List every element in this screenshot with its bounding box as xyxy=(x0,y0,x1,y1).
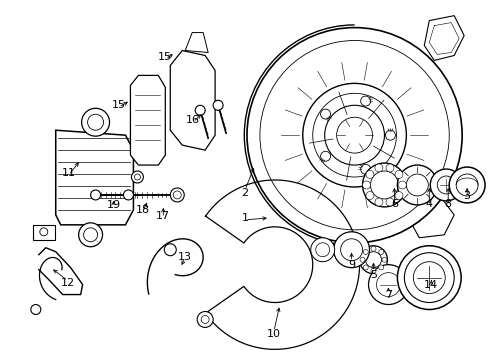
Circle shape xyxy=(362,181,370,189)
Circle shape xyxy=(394,170,402,179)
Text: 17: 17 xyxy=(156,211,170,221)
Circle shape xyxy=(394,192,402,199)
Circle shape xyxy=(429,169,461,201)
Circle shape xyxy=(448,167,484,203)
Circle shape xyxy=(381,257,386,262)
Circle shape xyxy=(385,164,393,172)
Text: 2: 2 xyxy=(241,188,248,198)
Text: 15: 15 xyxy=(158,53,172,63)
Circle shape xyxy=(195,105,205,115)
Text: 3: 3 xyxy=(463,191,469,201)
Circle shape xyxy=(363,265,367,270)
Text: 6: 6 xyxy=(390,199,397,209)
Circle shape xyxy=(164,244,176,256)
Circle shape xyxy=(90,190,101,200)
Polygon shape xyxy=(56,130,133,225)
Circle shape xyxy=(40,228,48,236)
Circle shape xyxy=(170,188,184,202)
Circle shape xyxy=(360,96,370,106)
Circle shape xyxy=(131,171,143,183)
Text: 18: 18 xyxy=(135,205,149,215)
Text: 1: 1 xyxy=(241,213,248,223)
Circle shape xyxy=(310,238,334,262)
Circle shape xyxy=(370,268,375,273)
Circle shape xyxy=(362,163,406,207)
Circle shape xyxy=(320,109,330,119)
Text: 9: 9 xyxy=(347,260,354,270)
Circle shape xyxy=(368,265,407,305)
Polygon shape xyxy=(130,75,165,165)
Polygon shape xyxy=(408,195,453,238)
Circle shape xyxy=(359,246,386,274)
Circle shape xyxy=(398,181,406,189)
Circle shape xyxy=(197,311,213,328)
Polygon shape xyxy=(170,50,215,150)
Circle shape xyxy=(374,198,382,206)
Text: 11: 11 xyxy=(61,168,76,178)
Circle shape xyxy=(397,165,436,205)
Text: 8: 8 xyxy=(444,199,451,209)
Circle shape xyxy=(365,192,373,199)
Circle shape xyxy=(363,249,367,255)
Text: 13: 13 xyxy=(178,252,192,262)
Text: 12: 12 xyxy=(61,278,75,288)
Text: 19: 19 xyxy=(106,200,121,210)
Circle shape xyxy=(365,170,373,179)
Circle shape xyxy=(79,223,102,247)
Circle shape xyxy=(385,130,395,140)
Text: 10: 10 xyxy=(266,329,280,339)
Circle shape xyxy=(302,84,406,187)
Text: 15: 15 xyxy=(111,100,125,110)
Circle shape xyxy=(385,198,393,206)
Circle shape xyxy=(31,305,41,315)
Circle shape xyxy=(213,100,223,110)
Circle shape xyxy=(123,190,133,200)
Text: 5: 5 xyxy=(369,270,376,280)
Text: 7: 7 xyxy=(384,289,391,300)
Circle shape xyxy=(378,249,383,255)
Circle shape xyxy=(397,246,460,310)
Circle shape xyxy=(374,164,382,172)
Circle shape xyxy=(333,232,369,268)
Circle shape xyxy=(360,164,370,174)
Bar xyxy=(33,225,55,240)
Circle shape xyxy=(246,28,461,243)
Text: 4: 4 xyxy=(425,199,432,209)
Circle shape xyxy=(370,246,375,251)
Polygon shape xyxy=(205,180,359,349)
Text: 14: 14 xyxy=(424,280,437,289)
Text: 16: 16 xyxy=(186,115,200,125)
Polygon shape xyxy=(424,15,463,60)
Circle shape xyxy=(378,265,383,270)
Circle shape xyxy=(320,151,330,161)
Circle shape xyxy=(81,108,109,136)
Circle shape xyxy=(359,257,364,262)
